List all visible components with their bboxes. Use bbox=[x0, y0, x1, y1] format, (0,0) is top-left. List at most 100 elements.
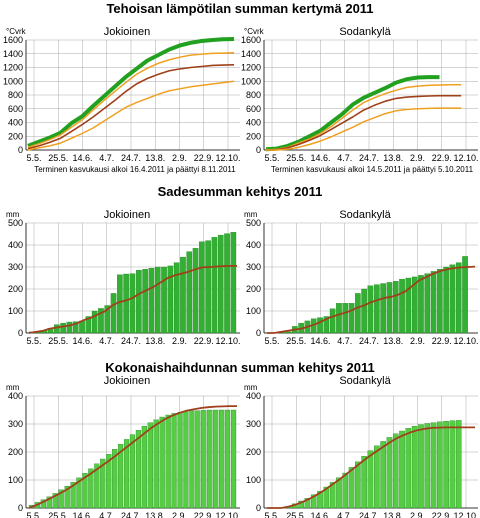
x-tick-label: 14.6. bbox=[310, 336, 330, 346]
x-tick-label: 4.7. bbox=[99, 336, 114, 346]
series-line-3 bbox=[266, 107, 462, 151]
y-tick-label: 1000 bbox=[3, 76, 23, 86]
bar bbox=[195, 410, 201, 509]
bar bbox=[310, 494, 317, 509]
unit-label: mm bbox=[6, 210, 20, 219]
bar bbox=[186, 251, 193, 334]
y-tick-label: 400 bbox=[8, 391, 23, 401]
y-tick-label: 300 bbox=[8, 419, 23, 429]
bar bbox=[66, 321, 73, 334]
bar bbox=[317, 491, 323, 509]
panel-title: Jokioinen bbox=[104, 375, 150, 387]
y-tick-label: 800 bbox=[246, 90, 261, 100]
bar bbox=[348, 467, 355, 509]
x-tick-label: 25.5. bbox=[286, 336, 306, 346]
x-tick-label: 12.10. bbox=[453, 511, 478, 518]
x-tick-label: 22.9. bbox=[432, 511, 452, 518]
bar bbox=[418, 275, 424, 334]
y-tick-label: 600 bbox=[246, 104, 261, 114]
x-tick-label: 24.7. bbox=[359, 336, 379, 346]
panel-5: Sodankylä mm 0 100 200 300 400 5.5. 25.5. 14.6. 4.… bbox=[244, 375, 479, 518]
x-tick-label: 13.8. bbox=[145, 511, 165, 518]
y-tick-label: 200 bbox=[246, 131, 261, 141]
x-tick-label: 14.6. bbox=[72, 336, 92, 346]
bar bbox=[147, 422, 153, 509]
bar bbox=[380, 283, 386, 334]
bar bbox=[462, 256, 468, 334]
y-tick-label: 0 bbox=[18, 328, 23, 338]
x-tick-label: 24.7. bbox=[359, 153, 379, 163]
x-tick-label: 2.9. bbox=[410, 511, 425, 518]
y-tick-label: 1200 bbox=[3, 63, 23, 73]
bar bbox=[437, 269, 443, 334]
x-tick-label: 4.7. bbox=[337, 511, 352, 518]
bar bbox=[219, 409, 225, 509]
x-tick-label: 12.10. bbox=[215, 153, 240, 163]
bar bbox=[201, 410, 207, 509]
y-tick-label: 300 bbox=[8, 262, 23, 272]
x-tick-label: 14.6. bbox=[72, 511, 92, 518]
bar bbox=[367, 285, 374, 334]
bar bbox=[167, 265, 174, 334]
bar bbox=[91, 310, 98, 334]
series-line-0 bbox=[27, 37, 235, 148]
y-tick-label: 200 bbox=[246, 447, 261, 457]
series-line-1 bbox=[27, 51, 235, 149]
bar bbox=[455, 420, 462, 509]
bar bbox=[217, 234, 224, 334]
bar bbox=[70, 482, 76, 509]
bar bbox=[173, 262, 180, 334]
y-tick-label: 1200 bbox=[241, 63, 261, 73]
bar bbox=[104, 305, 111, 334]
bar bbox=[430, 271, 437, 334]
bar bbox=[141, 426, 147, 509]
bar bbox=[424, 423, 431, 509]
bar bbox=[52, 493, 58, 509]
bar bbox=[411, 276, 418, 334]
bar bbox=[323, 486, 330, 509]
y-tick-label: 600 bbox=[8, 104, 23, 114]
bar bbox=[437, 421, 443, 509]
bar bbox=[355, 461, 361, 509]
x-tick-label: 22.9. bbox=[194, 153, 214, 163]
bar bbox=[213, 409, 219, 509]
cumulative-line bbox=[28, 405, 237, 509]
x-tick-label: 25.5. bbox=[286, 153, 306, 163]
bar bbox=[112, 449, 118, 509]
bar bbox=[106, 454, 112, 509]
bar bbox=[430, 422, 437, 509]
x-tick-label: 4.7. bbox=[99, 511, 114, 518]
y-tick-label: 1600 bbox=[241, 35, 261, 45]
x-tick-label: 22.9. bbox=[194, 511, 214, 518]
bar bbox=[230, 409, 237, 509]
bar bbox=[443, 266, 449, 334]
x-tick-label: 24.7. bbox=[121, 153, 141, 163]
bar bbox=[329, 482, 336, 509]
bar bbox=[154, 266, 161, 334]
bar bbox=[100, 458, 106, 509]
y-tick-label: 400 bbox=[246, 118, 261, 128]
panel-0: Jokioinen °Cvrk 0 200 400 600 800 1000 1200 1400 1… bbox=[3, 26, 241, 163]
x-tick-label: 12.10. bbox=[215, 336, 240, 346]
bar bbox=[374, 445, 380, 509]
panel-3: Sodankylä mm 0 100 200 300 400 500 5.5. 25.5. 14.6… bbox=[244, 209, 479, 346]
panel-title: Sodankylä bbox=[339, 209, 391, 221]
y-tick-label: 500 bbox=[8, 218, 23, 228]
y-tick-label: 1400 bbox=[3, 49, 23, 59]
x-tick-label: 2.9. bbox=[410, 336, 425, 346]
x-tick-label: 5.5. bbox=[26, 336, 41, 346]
y-tick-label: 0 bbox=[18, 503, 23, 513]
bar bbox=[329, 308, 336, 334]
x-tick-label: 13.8. bbox=[383, 153, 403, 163]
y-tick-label: 0 bbox=[256, 503, 261, 513]
bar bbox=[82, 473, 88, 509]
x-tick-label: 22.9. bbox=[194, 336, 214, 346]
bar bbox=[177, 412, 183, 509]
bar bbox=[123, 273, 129, 334]
bar bbox=[88, 468, 94, 509]
y-tick-label: 300 bbox=[246, 419, 261, 429]
series-line-0 bbox=[265, 75, 440, 152]
y-tick-label: 800 bbox=[8, 90, 23, 100]
bar bbox=[348, 303, 355, 334]
bar bbox=[129, 434, 136, 509]
